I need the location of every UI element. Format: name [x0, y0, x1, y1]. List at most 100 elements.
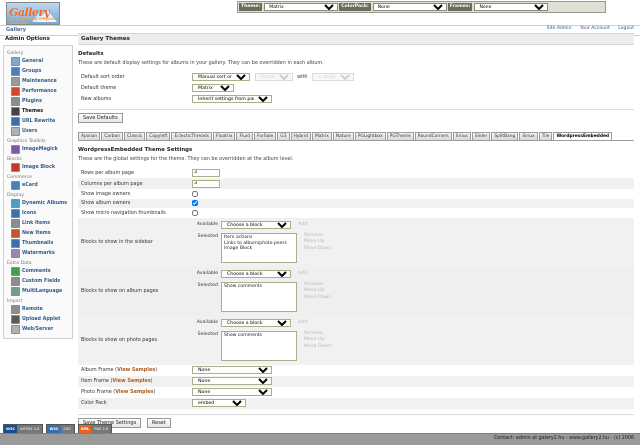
sidebar-item-image-block[interactable]: Image Block [11, 163, 71, 172]
sidebar-item-groups[interactable]: Groups [11, 67, 71, 76]
add-block-link[interactable]: Add [298, 271, 308, 276]
list-item[interactable]: Show comments [224, 284, 263, 289]
settings-checkbox[interactable] [192, 209, 198, 216]
tab-ajaxian[interactable]: Ajaxian [78, 132, 101, 140]
move-up-link[interactable]: Move Up [304, 239, 325, 245]
list-item[interactable]: Item actions [224, 235, 253, 240]
add-block-link[interactable]: Add [298, 222, 308, 227]
sidebar-item-ecard[interactable]: eCard [11, 181, 71, 190]
tab-g3[interactable]: G3 [277, 132, 290, 140]
remove-block-link[interactable]: Remove [304, 282, 324, 287]
sidebar-item-new-items[interactable]: New Items [11, 229, 71, 238]
colorpack-select[interactable]: embed [192, 399, 246, 407]
available-block-select[interactable]: Choose a block [221, 221, 291, 229]
colorpack-select[interactable]: None [372, 3, 447, 11]
label-default-sort-order: Default sort order [81, 73, 125, 80]
move-up-link[interactable]: Move Up [304, 337, 325, 343]
selected-blocks-list[interactable]: Show comments [221, 331, 297, 361]
link-logout[interactable]: Logout [618, 26, 634, 31]
frame-select[interactable]: None [192, 366, 272, 374]
sidebar-item-multilanguage[interactable]: MultiLanguage [11, 287, 71, 296]
view-samples-link[interactable]: View Samples [116, 367, 156, 373]
tab-forsale[interactable]: ForSale [254, 132, 277, 140]
sidebar-item-watermarks[interactable]: Watermarks [11, 249, 71, 258]
sidebar-item-plugins[interactable]: Plugins [11, 97, 71, 106]
sidebar-item-link-items[interactable]: Link Items [11, 219, 71, 228]
preset-select[interactable]: < no preset > [312, 72, 355, 81]
sort-order-select[interactable]: Manual sort order [192, 72, 250, 81]
selected-blocks-list[interactable]: Item actions Links to album/photo peers Im… [221, 233, 297, 263]
tab-floatrix[interactable]: Floatrix [213, 132, 236, 140]
link-site-admin[interactable]: Site Admin [546, 26, 572, 31]
tab-wordpressembedded[interactable]: WordpressEmbedded [553, 132, 613, 140]
frames-select[interactable]: None [474, 3, 549, 11]
tab-matrix[interactable]: Matrix [312, 132, 332, 140]
sidebar-item-performance[interactable]: Performance [11, 87, 71, 96]
tab-pglightbox[interactable]: PGLightbox [354, 132, 386, 140]
block-picker-label: Blocks to show on album pages [78, 266, 189, 316]
tab-pgtheme[interactable]: PGTheme [386, 132, 414, 140]
sidebar-item-users[interactable]: Users [11, 127, 71, 136]
tab-hybrid[interactable]: Hybrid [290, 132, 311, 140]
available-block-select[interactable]: Choose a block [221, 270, 291, 278]
add-block-link[interactable]: Add [298, 320, 308, 325]
tab-carbon[interactable]: Carbon [101, 132, 124, 140]
tab-sirius[interactable]: Sirius [452, 132, 471, 140]
move-up-link[interactable]: Move Up [304, 288, 325, 294]
breadcrumb[interactable]: Gallery [6, 27, 27, 33]
tab-roundcorners[interactable]: RoundCorners [414, 132, 452, 140]
tab-splitbang[interactable]: SplitBang [491, 132, 519, 140]
default-theme-select[interactable]: Matrix [192, 83, 234, 92]
theme-select[interactable]: Matrix [264, 3, 339, 11]
tab-classic[interactable]: Classic [124, 132, 146, 140]
list-item[interactable]: Image Block [224, 246, 253, 252]
sidebar-item-comments[interactable]: Comments [11, 267, 71, 276]
list-item[interactable]: Links to album/photo peers [224, 240, 287, 246]
sidebar-item-dynamic-albums[interactable]: Dynamic Albums [11, 199, 71, 208]
tab-copyleft[interactable]: Copyleft [146, 132, 171, 140]
selected-blocks-list[interactable]: Show comments [221, 282, 297, 312]
sidebar-item-general[interactable]: General [11, 57, 71, 66]
sidebar-item-label: MultiLanguage [22, 289, 63, 294]
available-block-select[interactable]: Choose a block [221, 319, 291, 327]
sidebar-item-custom-fields[interactable]: Custom Fields [11, 277, 71, 286]
sidebar-item-icons[interactable]: Icons [11, 209, 71, 218]
sidebar-item-maintenance[interactable]: Maintenance [11, 77, 71, 86]
save-defaults-button[interactable]: Save Defaults [78, 113, 123, 123]
list-item[interactable]: Show comments [224, 333, 263, 338]
sidebar-item-url-rewrite[interactable]: URL Rewrite [11, 117, 71, 126]
web-server-icon [11, 325, 20, 334]
settings-checkbox[interactable] [192, 190, 198, 197]
settings-input[interactable] [192, 179, 220, 188]
tab-slider[interactable]: Slider [471, 132, 491, 140]
settings-input[interactable] [192, 168, 220, 177]
sidebar-item-imagemagick[interactable]: ImageMagick [11, 145, 71, 154]
tab-eclecticthreads[interactable]: EclecticThreads [171, 132, 213, 140]
tab-siriux[interactable]: Siriux [519, 132, 538, 140]
sidebar-item-thumbnails[interactable]: Thumbnails [11, 239, 71, 248]
comments-icon [11, 267, 20, 276]
view-samples-link[interactable]: View Samples [112, 378, 151, 384]
settings-checkbox[interactable] [192, 200, 198, 206]
move-down-link[interactable]: Move Down [304, 343, 332, 349]
view-samples-link[interactable]: View Samples [115, 389, 154, 395]
new-albums-select[interactable]: Inherit settings from parent album [192, 94, 272, 103]
remove-block-link[interactable]: Remove [304, 233, 324, 238]
gallery-logo[interactable]: Gallery your photos on your website [6, 2, 60, 25]
tab-fluid[interactable]: Fluid [236, 132, 254, 140]
move-down-link[interactable]: Move Down [304, 294, 332, 300]
sidebar-item-web-server[interactable]: Web/Server [11, 325, 71, 334]
remove-block-link[interactable]: Remove [304, 331, 324, 336]
move-down-link[interactable]: Move Down [304, 245, 332, 251]
sidebar-item-upload-applet[interactable]: Upload Applet [11, 315, 71, 324]
tab-nature[interactable]: Nature [332, 132, 354, 140]
sidebar-item-remote[interactable]: Remote [11, 305, 71, 314]
reset-button[interactable]: Reset [146, 417, 171, 428]
sidebar-item-themes[interactable]: Themes [11, 107, 71, 116]
link-your-account[interactable]: Your Account [579, 26, 610, 31]
frame-select[interactable]: None [192, 388, 272, 396]
tab-tile[interactable]: Tile [538, 132, 553, 140]
sort-direction-select[interactable]: Ascending [254, 72, 293, 81]
frame-select[interactable]: None [192, 377, 272, 385]
badge-key: W3C [4, 425, 18, 433]
